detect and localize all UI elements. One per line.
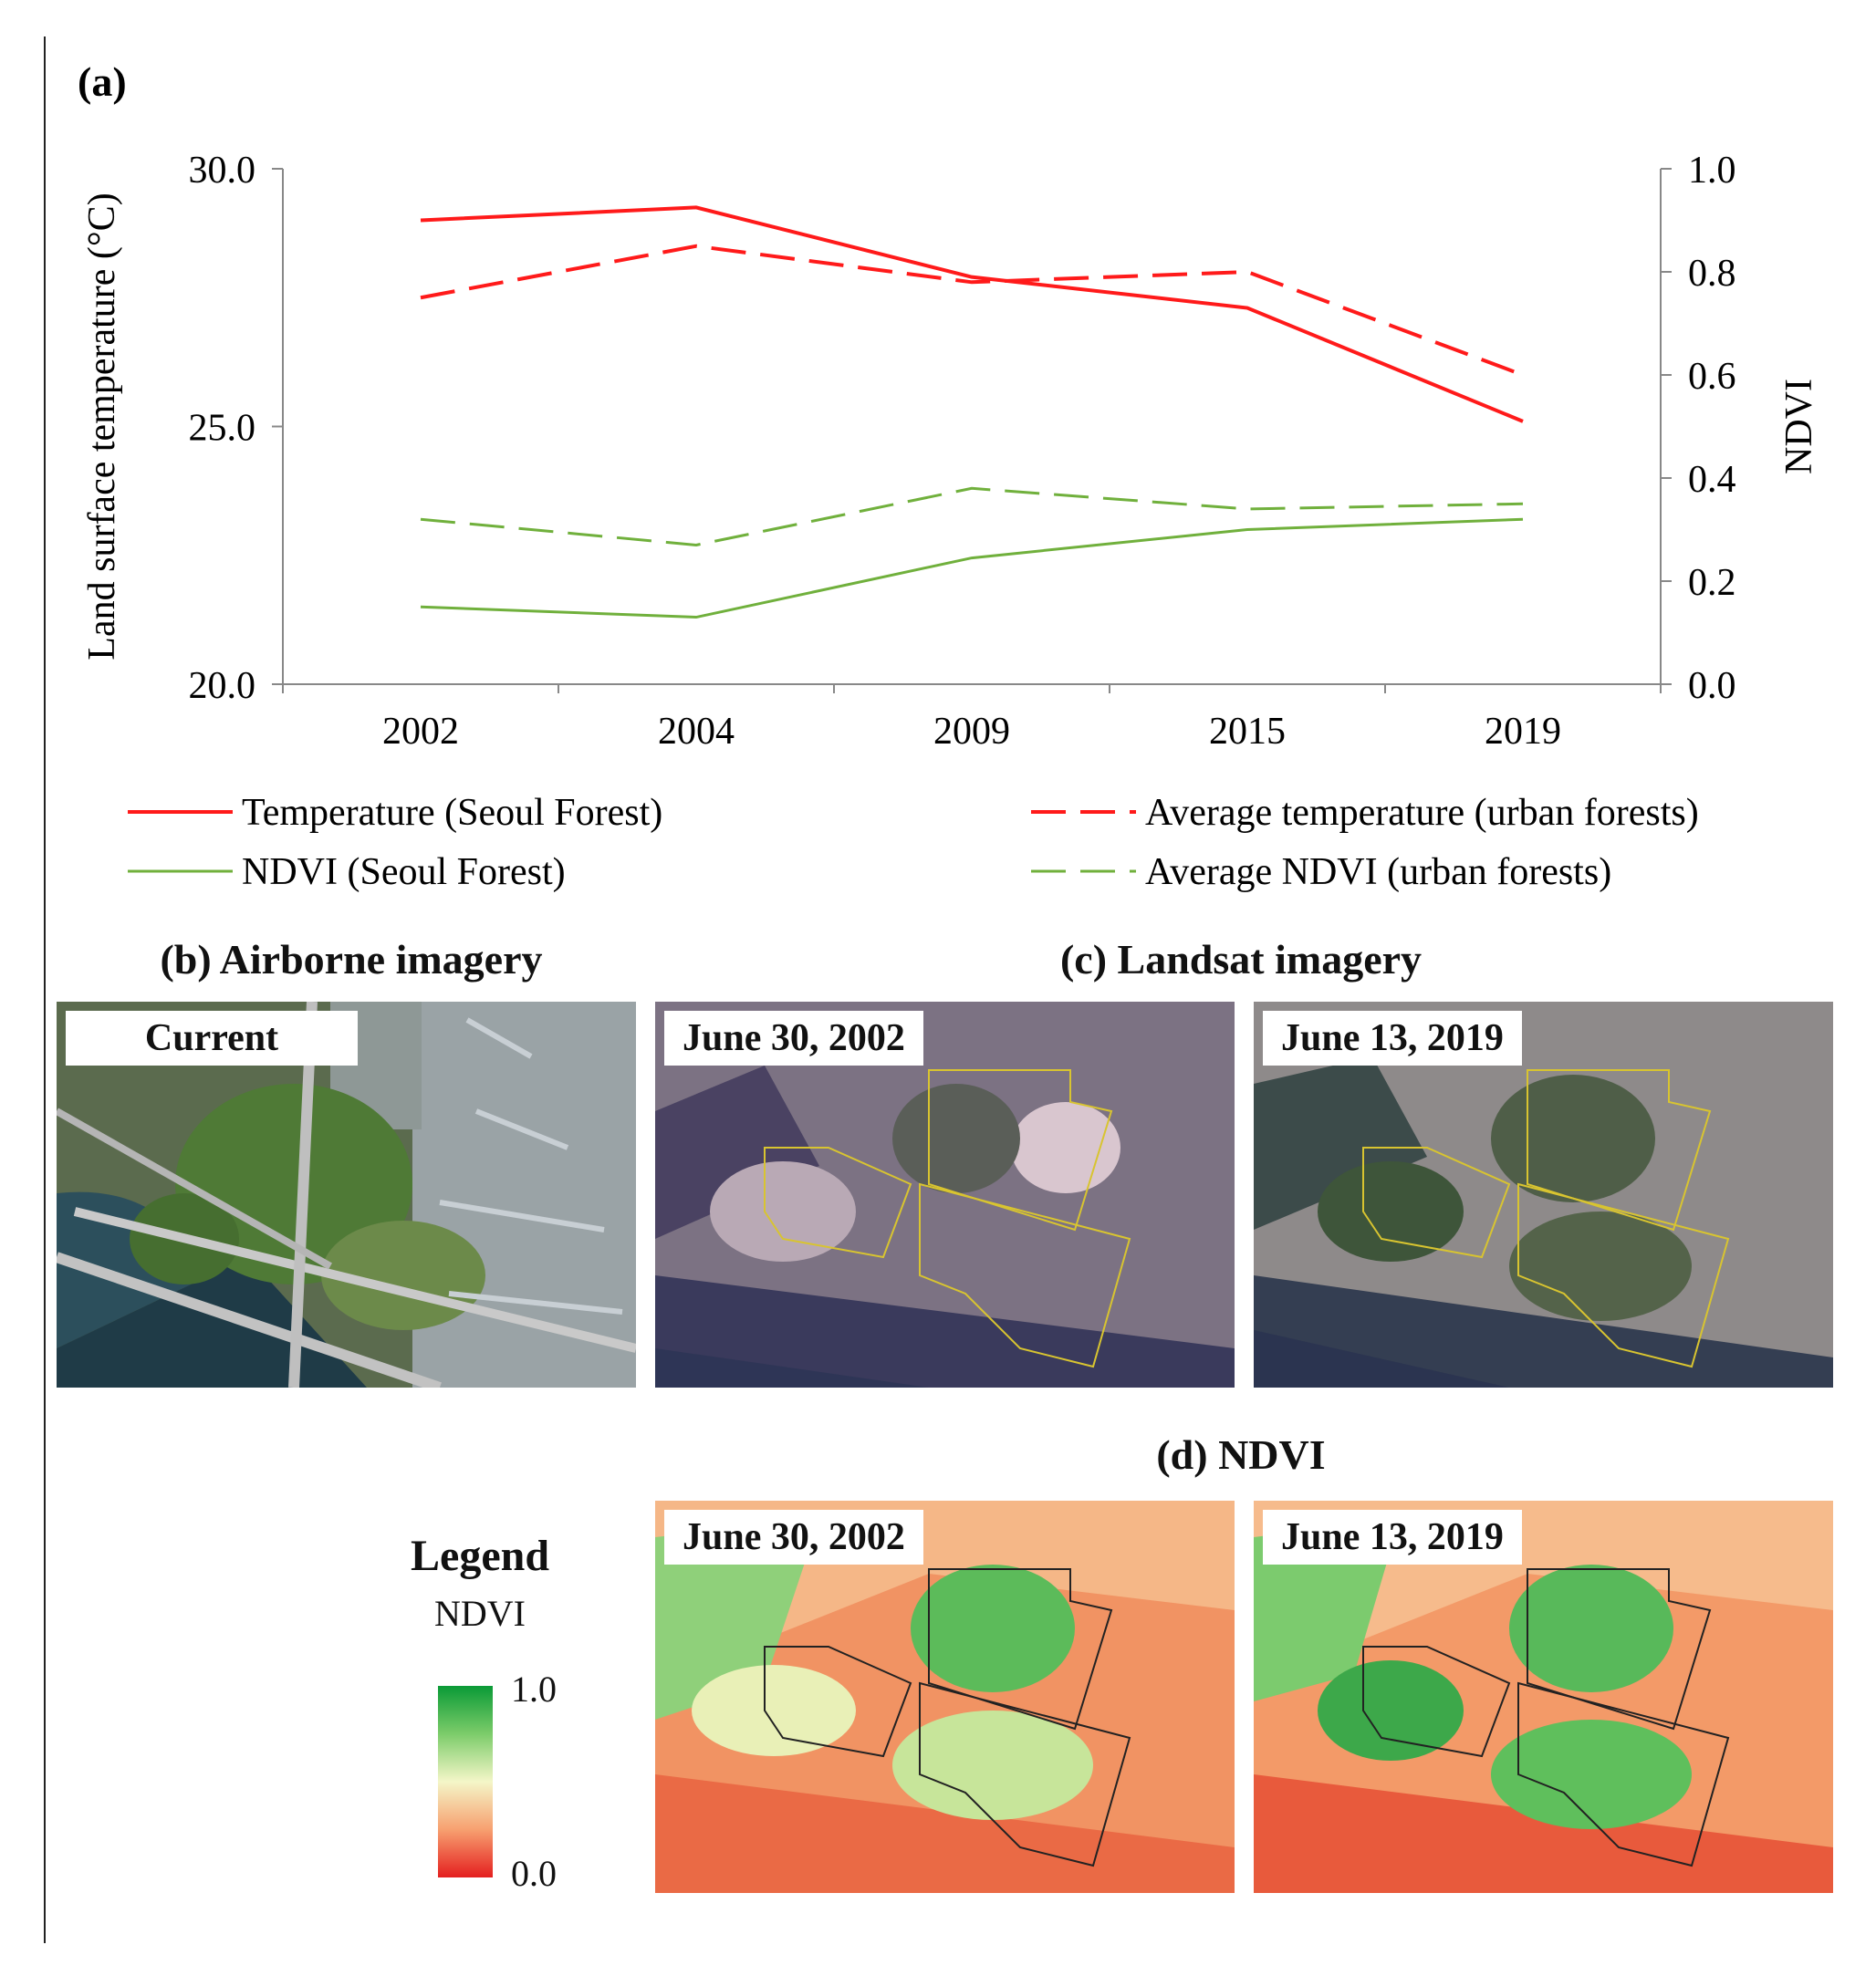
ndvi-2019-label: June 13, 2019 — [1263, 1510, 1522, 1565]
legend-max-label: 1.0 — [511, 1669, 557, 1710]
landsat-2002-label: June 30, 2002 — [664, 1011, 923, 1066]
airborne-image: Current — [57, 1002, 636, 1388]
right-y-tick-label: 1.0 — [1688, 150, 1736, 192]
x-tick-label: 2019 — [1485, 711, 1561, 753]
landsat-2019-label: June 13, 2019 — [1263, 1011, 1522, 1066]
series-line-3 — [420, 517, 1524, 619]
ndvi-2019-map — [1254, 1501, 1833, 1893]
panel-c-title: (c) Landsat imagery — [1059, 936, 1423, 983]
ndvi-2002-image: June 30, 2002 — [655, 1501, 1235, 1893]
x-tick-label: 2009 — [933, 711, 1010, 753]
right-y-tick-label: 0.4 — [1688, 459, 1736, 501]
x-tick-label: 2002 — [382, 711, 459, 753]
legend-subtitle: NDVI — [434, 1593, 526, 1634]
ndvi-2019-image: June 13, 2019 — [1254, 1501, 1833, 1893]
right-y-tick-label: 0.0 — [1688, 665, 1736, 707]
right-y-axis-title: NDVI — [1778, 379, 1820, 474]
line-chart: (a) 20.0 25.0 30.0 0.0 0.2 0.4 0.6 0.8 1.0 2002 200… — [78, 58, 1820, 893]
right-y-tick-label: 0.6 — [1688, 356, 1736, 398]
panel-a-label: (a) — [78, 58, 127, 105]
left-y-axis-title: Land surface temperature (°C) — [81, 192, 123, 660]
landsat-2002-photo — [655, 1002, 1235, 1388]
panel-b-title: (b) Airborne imagery — [160, 936, 543, 983]
right-y-tick-label: 0.8 — [1688, 253, 1736, 295]
series-line-1 — [420, 205, 1524, 423]
legend-label: NDVI (Seoul Forest) — [242, 851, 566, 893]
x-tick-label: 2015 — [1209, 711, 1286, 753]
left-y-tick-label: 20.0 — [189, 665, 256, 707]
legend-label: Average temperature (urban forests) — [1145, 792, 1699, 834]
airborne-label: Current — [66, 1011, 358, 1066]
series-line-2 — [420, 244, 1524, 377]
legend-min-label: 0.0 — [511, 1853, 557, 1894]
legend-title: Legend — [411, 1532, 550, 1580]
legend-label: Temperature (Seoul Forest) — [242, 792, 662, 834]
figure-frame-line — [44, 36, 46, 1943]
panel-d-title: (d) NDVI — [1156, 1431, 1326, 1478]
x-tick-label: 2004 — [658, 711, 735, 753]
ndvi-2002-label: June 30, 2002 — [664, 1510, 923, 1565]
left-y-tick-label: 25.0 — [189, 408, 256, 450]
right-y-tick-label: 0.2 — [1688, 562, 1736, 604]
landsat-2019-photo — [1254, 1002, 1833, 1388]
ndvi-color-ramp — [438, 1686, 493, 1877]
series-line-4 — [420, 486, 1524, 546]
airborne-photo — [57, 1002, 636, 1388]
landsat-2019-image: June 13, 2019 — [1254, 1002, 1833, 1388]
legend-label: Average NDVI (urban forests) — [1145, 851, 1611, 893]
landsat-2002-image: June 30, 2002 — [655, 1002, 1235, 1388]
left-y-tick-label: 30.0 — [189, 150, 256, 192]
